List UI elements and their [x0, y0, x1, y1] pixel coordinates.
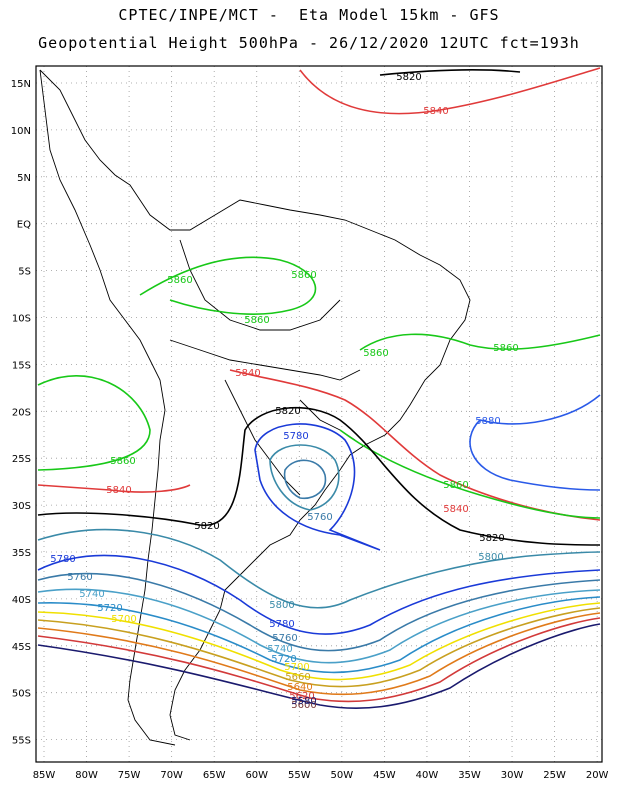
- lon-tick-label: 70W: [160, 770, 183, 781]
- lon-tick-label: 25W: [543, 770, 566, 781]
- lat-tick-label: 25S: [12, 454, 31, 465]
- lat-tick-label: 45S: [12, 642, 31, 653]
- contour-label: 5660: [285, 672, 310, 683]
- lat-tick-label: 5S: [18, 267, 31, 278]
- latitude-labels: 15N 10N 5N EQ 5S 10S 15S 20S 25S 30S 35S 40S 45S 50S 5…: [11, 79, 31, 747]
- lon-tick-label: 80W: [75, 770, 98, 781]
- lat-tick-label: 5N: [17, 173, 31, 184]
- contour-label: 5820: [275, 406, 300, 417]
- lon-tick-label: 55W: [288, 770, 311, 781]
- lat-tick-label: 40S: [12, 595, 31, 606]
- map-grid: [36, 66, 602, 762]
- contour-label: 5860: [493, 343, 518, 354]
- longitude-labels: 85W 80W 75W 70W 65W 60W 55W 50W 45W 40W 35W 30W 25W 2…: [33, 770, 609, 781]
- contour-label: 5860: [167, 275, 192, 286]
- contour-label: 5760: [67, 572, 92, 583]
- map-title-line1: CPTEC/INPE/MCT - Eta Model 15km - GFS: [118, 6, 500, 24]
- coastlines: [39, 69, 471, 746]
- contour-label: 5880: [475, 416, 500, 427]
- contour-label: 5840: [106, 485, 131, 496]
- lon-tick-label: 65W: [203, 770, 226, 781]
- lat-tick-label: 10S: [12, 314, 31, 325]
- lat-tick-label: 50S: [12, 689, 31, 700]
- contour-label: 5840: [423, 106, 448, 117]
- contour-label: 5860: [110, 456, 135, 467]
- contour-label: 5760: [272, 633, 297, 644]
- contour-label: 5800: [269, 600, 294, 611]
- lat-tick-label: 15N: [11, 79, 31, 90]
- contour-label: 5700: [284, 662, 309, 673]
- lon-tick-label: 50W: [331, 770, 354, 781]
- contour-label: 5820: [194, 521, 219, 532]
- contour-label: 5820: [396, 72, 421, 83]
- contour-label: 5820: [479, 533, 504, 544]
- lon-tick-label: 85W: [33, 770, 56, 781]
- lat-tick-label: 35S: [12, 548, 31, 559]
- contour-label: 5580: [291, 696, 316, 707]
- contour-label: 5600: [291, 700, 316, 711]
- lon-tick-label: 20W: [586, 770, 609, 781]
- lat-tick-label: 55S: [12, 736, 31, 747]
- contour-label: 5720: [97, 603, 122, 614]
- contour-label: 5700: [111, 614, 136, 625]
- contour-label: 5720: [271, 654, 296, 665]
- lon-tick-label: 60W: [245, 770, 268, 781]
- contour-label: 5740: [79, 589, 104, 600]
- lat-tick-label: EQ: [17, 220, 31, 231]
- contour-label: 5740: [267, 644, 292, 655]
- contour-label: 5780: [283, 431, 308, 442]
- map-frame: [35, 65, 603, 763]
- contour-label: 5760: [307, 512, 332, 523]
- lon-tick-label: 35W: [458, 770, 481, 781]
- lat-tick-label: 20S: [12, 407, 31, 418]
- lon-tick-label: 40W: [416, 770, 439, 781]
- lat-tick-label: 30S: [12, 501, 31, 512]
- contour-label: 5860: [244, 315, 269, 326]
- contour-label: 5800: [478, 552, 503, 563]
- contour-label: 5620: [289, 691, 314, 702]
- contour-label: 5780: [269, 619, 294, 630]
- contour-label: 5840: [443, 504, 468, 515]
- contour-lines: [37, 67, 601, 709]
- contour-label: 5860: [291, 270, 316, 281]
- lat-tick-label: 15S: [12, 360, 31, 371]
- contour-label: 5840: [235, 368, 260, 379]
- lon-tick-label: 45W: [373, 770, 396, 781]
- map-title-line2: Geopotential Height 500hPa - 26/12/2020 …: [38, 34, 580, 52]
- contour-label: 5860: [443, 480, 468, 491]
- lon-tick-label: 75W: [118, 770, 141, 781]
- contour-label: 5780: [50, 554, 75, 565]
- contour-label: 5640: [287, 682, 312, 693]
- contour-value-labels: 5820 5840 5860 5860 5860 5860 5860 5840 5820 5780…: [50, 72, 518, 711]
- contour-label: 5860: [363, 348, 388, 359]
- lon-tick-label: 30W: [501, 770, 524, 781]
- lat-tick-label: 10N: [11, 126, 31, 137]
